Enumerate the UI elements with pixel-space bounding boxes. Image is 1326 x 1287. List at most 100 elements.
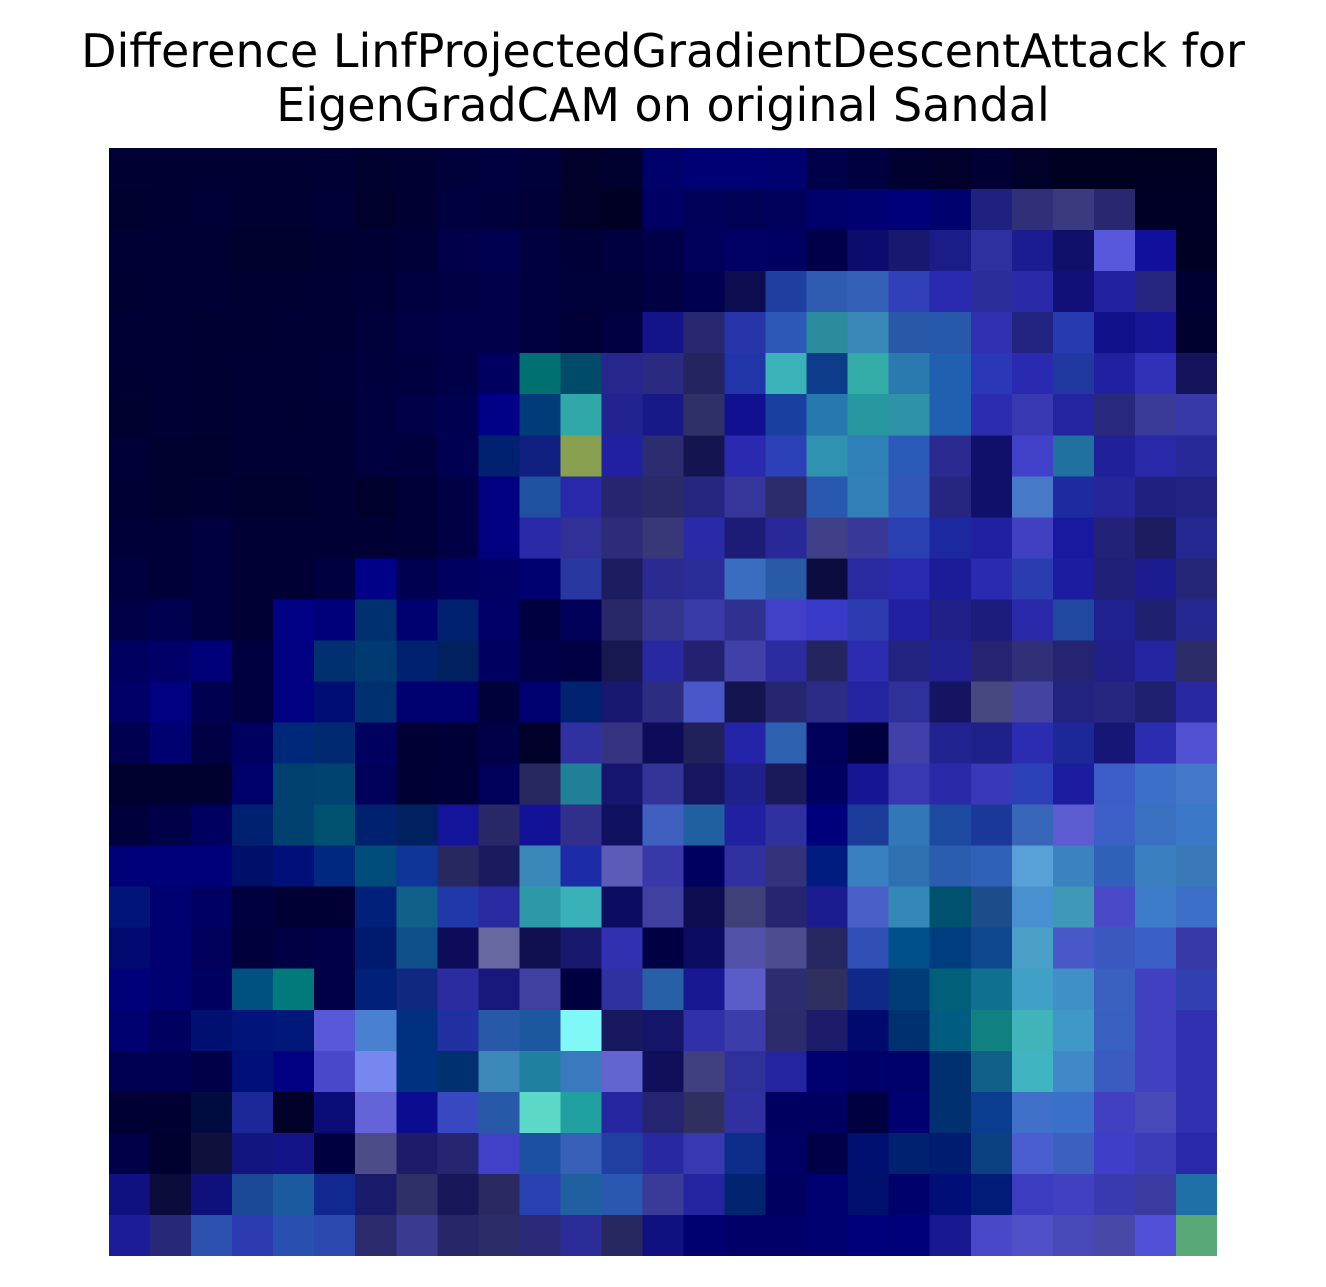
heatmap-cell-r22-c0 <box>109 1050 151 1093</box>
heatmap-cell-r5-c10 <box>519 353 562 395</box>
heatmap-cell-r17-c8 <box>437 845 479 888</box>
heatmap-cell-r23-c14 <box>683 1091 726 1134</box>
heatmap-cell-r24-c23 <box>1052 1132 1095 1175</box>
heatmap-cell-r3-c2 <box>191 271 233 313</box>
heatmap-cell-r21-c3 <box>232 1009 274 1052</box>
heatmap-cell-r25-c0 <box>109 1173 151 1216</box>
heatmap-cell-r13-c11 <box>560 681 603 724</box>
heatmap-cell-r15-c4 <box>273 763 315 806</box>
heatmap-cell-r0-c0 <box>109 148 151 190</box>
heatmap-cell-r10-c20 <box>929 558 972 601</box>
heatmap-cell-r26-c18 <box>847 1214 890 1256</box>
heatmap-cell-r1-c9 <box>478 189 520 231</box>
heatmap-cell-r4-c2 <box>191 312 233 354</box>
heatmap-cell-r1-c16 <box>765 189 808 231</box>
heatmap-cell-r14-c14 <box>683 722 726 765</box>
heatmap-cell-r18-c18 <box>847 886 890 929</box>
heatmap-cell-r11-c17 <box>806 599 849 642</box>
heatmap-cell-r26-c0 <box>109 1214 151 1256</box>
heatmap-cell-r5-c25 <box>1134 353 1177 395</box>
heatmap-cell-r15-c7 <box>396 763 438 806</box>
heatmap-cell-r5-c14 <box>683 353 726 395</box>
heatmap-cell-r12-c0 <box>109 640 151 683</box>
heatmap-cell-r11-c5 <box>314 599 356 642</box>
heatmap-cell-r3-c8 <box>437 271 479 313</box>
heatmap-cell-r14-c22 <box>1011 722 1054 765</box>
heatmap-cell-r13-c1 <box>150 681 192 724</box>
heatmap-cell-r26-c23 <box>1052 1214 1095 1256</box>
heatmap-cell-r6-c1 <box>150 394 192 436</box>
heatmap-cell-r12-c22 <box>1011 640 1054 683</box>
heatmap-cell-r26-c15 <box>724 1214 767 1256</box>
heatmap-cell-r7-c3 <box>232 435 274 477</box>
heatmap-cell-r22-c18 <box>847 1050 890 1093</box>
heatmap-cell-r21-c25 <box>1134 1009 1177 1052</box>
heatmap-cell-r5-c7 <box>396 353 438 395</box>
heatmap-cell-r11-c9 <box>478 599 520 642</box>
heatmap-cell-r20-c17 <box>806 968 849 1011</box>
heatmap-cell-r4-c19 <box>888 312 931 354</box>
heatmap-cell-r22-c15 <box>724 1050 767 1093</box>
heatmap-cell-r14-c9 <box>478 722 520 765</box>
heatmap-cell-r0-c23 <box>1052 148 1095 190</box>
heatmap-cell-r3-c23 <box>1052 271 1095 313</box>
heatmap-cell-r14-c20 <box>929 722 972 765</box>
heatmap-cell-r26-c4 <box>273 1214 315 1256</box>
heatmap-cell-r9-c6 <box>355 517 397 559</box>
heatmap-cell-r9-c12 <box>601 517 644 559</box>
heatmap-cell-r1-c15 <box>724 189 767 231</box>
heatmap-cell-r10-c1 <box>150 558 192 601</box>
heatmap-cell-r1-c4 <box>273 189 315 231</box>
heatmap-cell-r10-c26 <box>1175 558 1217 601</box>
heatmap-cell-r0-c4 <box>273 148 315 190</box>
heatmap-cell-r9-c15 <box>724 517 767 559</box>
heatmap-cell-r23-c20 <box>929 1091 972 1134</box>
heatmap-cell-r4-c25 <box>1134 312 1177 354</box>
heatmap-cell-r23-c24 <box>1093 1091 1136 1134</box>
heatmap-cell-r21-c26 <box>1175 1009 1217 1052</box>
heatmap-cell-r16-c3 <box>232 804 274 847</box>
heatmap-cell-r8-c7 <box>396 476 438 518</box>
heatmap-cell-r5-c24 <box>1093 353 1136 395</box>
heatmap-cell-r26-c24 <box>1093 1214 1136 1256</box>
heatmap-cell-r22-c6 <box>355 1050 397 1093</box>
heatmap-cell-r25-c10 <box>519 1173 562 1216</box>
heatmap-cell-r21-c10 <box>519 1009 562 1052</box>
heatmap-cell-r3-c22 <box>1011 271 1054 313</box>
heatmap-cell-r13-c12 <box>601 681 644 724</box>
heatmap-cell-r4-c4 <box>273 312 315 354</box>
heatmap-cell-r1-c7 <box>396 189 438 231</box>
heatmap-cell-r20-c16 <box>765 968 808 1011</box>
heatmap-cell-r11-c8 <box>437 599 479 642</box>
heatmap-cell-r20-c13 <box>642 968 685 1011</box>
heatmap-cell-r25-c11 <box>560 1173 603 1216</box>
heatmap-cell-r22-c23 <box>1052 1050 1095 1093</box>
heatmap-cell-r17-c7 <box>396 845 438 888</box>
heatmap-cell-r23-c10 <box>519 1091 562 1134</box>
heatmap-cell-r25-c13 <box>642 1173 685 1216</box>
heatmap-cell-r5-c13 <box>642 353 685 395</box>
heatmap-cell-r2-c15 <box>724 230 767 272</box>
heatmap-cell-r7-c2 <box>191 435 233 477</box>
heatmap-cell-r10-c12 <box>601 558 644 601</box>
heatmap-cell-r26-c8 <box>437 1214 479 1256</box>
heatmap-cell-r13-c18 <box>847 681 890 724</box>
heatmap-cell-r16-c19 <box>888 804 931 847</box>
heatmap-cell-r2-c2 <box>191 230 233 272</box>
heatmap-cell-r11-c18 <box>847 599 890 642</box>
heatmap-cell-r13-c22 <box>1011 681 1054 724</box>
heatmap-cell-r12-c25 <box>1134 640 1177 683</box>
heatmap-cell-r24-c20 <box>929 1132 972 1175</box>
heatmap-cell-r5-c15 <box>724 353 767 395</box>
heatmap-cell-r17-c11 <box>560 845 603 888</box>
heatmap-cell-r3-c15 <box>724 271 767 313</box>
heatmap-cell-r23-c13 <box>642 1091 685 1134</box>
heatmap-cell-r16-c22 <box>1011 804 1054 847</box>
heatmap-cell-r26-c21 <box>970 1214 1013 1256</box>
heatmap-cell-r23-c2 <box>191 1091 233 1134</box>
heatmap-cell-r9-c3 <box>232 517 274 559</box>
heatmap-cell-r15-c24 <box>1093 763 1136 806</box>
heatmap-cell-r19-c4 <box>273 927 315 970</box>
heatmap-cell-r10-c11 <box>560 558 603 601</box>
